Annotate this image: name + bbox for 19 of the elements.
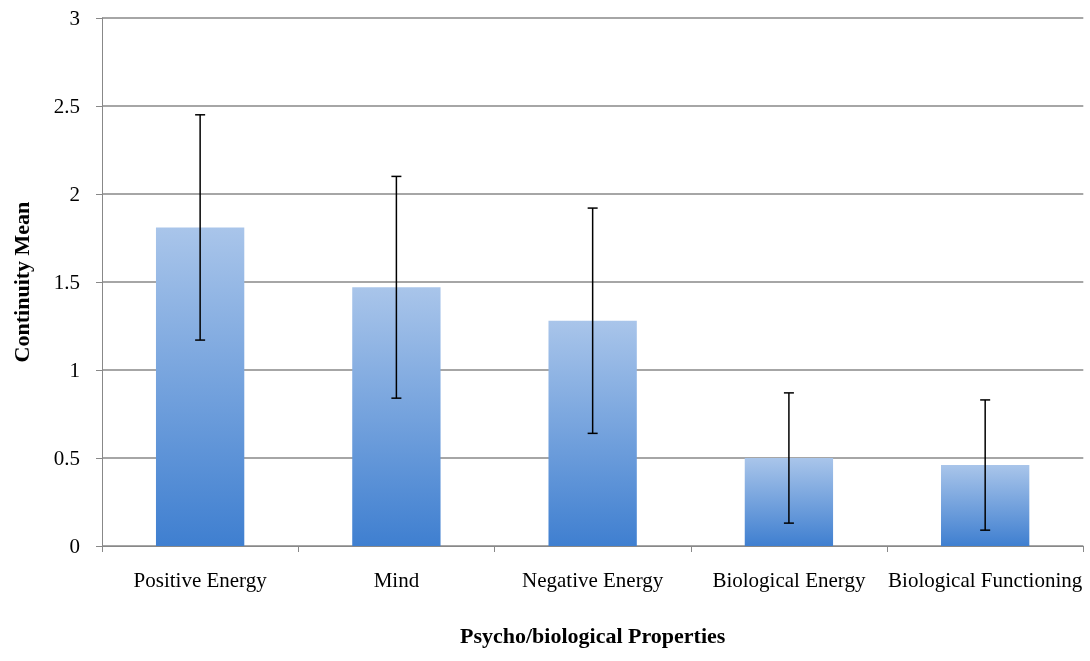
- x-tick-label: Negative Energy: [521, 567, 664, 592]
- bar: [941, 465, 1030, 546]
- y-axis-title: Continuity Mean: [8, 201, 34, 363]
- y-tick-label: 3: [69, 6, 80, 30]
- y-tick-label: 0: [69, 534, 80, 558]
- x-axis-title: Psycho/biological Properties: [459, 622, 726, 648]
- x-tick-label: Mind: [373, 567, 420, 592]
- y-tick-label: 2: [69, 182, 80, 206]
- x-tick-label: Biological Energy: [712, 567, 866, 592]
- y-tick-label: 1: [69, 358, 80, 382]
- bar: [155, 227, 245, 546]
- y-tick-label: 2.5: [53, 94, 80, 118]
- bar: [352, 287, 441, 546]
- x-tick-label: Positive Energy: [133, 567, 268, 592]
- y-tick-label: 0.5: [53, 446, 80, 470]
- bar: [548, 320, 637, 546]
- bar: [744, 458, 834, 546]
- x-tick-label: Biological Functioning: [888, 567, 1083, 592]
- y-tick-label: 1.5: [53, 270, 80, 294]
